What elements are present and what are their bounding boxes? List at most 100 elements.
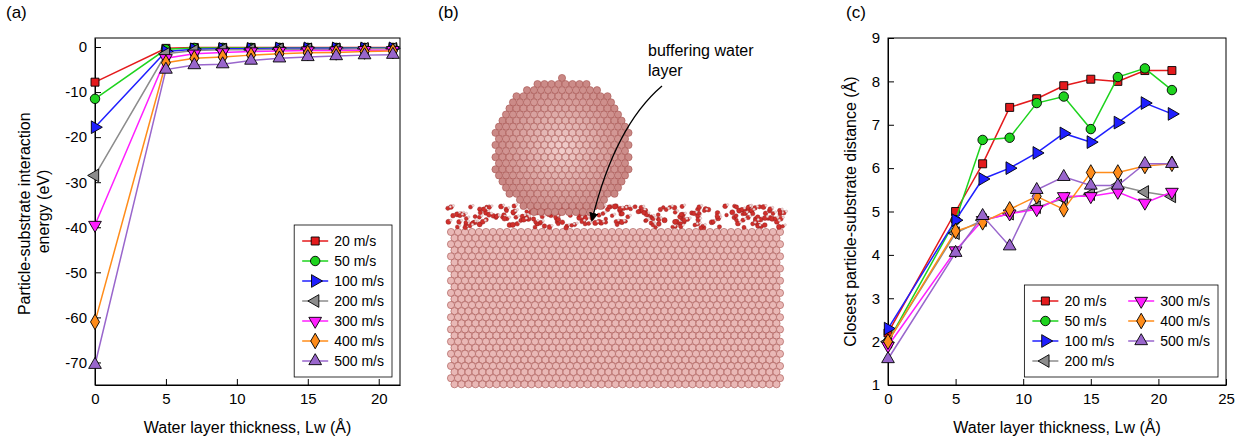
- x-axis-title: Water layer thickness, Lw (Å): [144, 418, 351, 436]
- water-molecule: [491, 205, 493, 207]
- water-molecule: [542, 224, 547, 229]
- data-point: [952, 214, 963, 227]
- substrate-atom: [689, 381, 696, 388]
- data-point: [301, 50, 314, 61]
- legend-item: 500 m/s: [1128, 333, 1210, 349]
- data-point: [245, 53, 258, 64]
- data-point: [1168, 108, 1179, 121]
- substrate-atom: [612, 381, 619, 388]
- series-line: [95, 51, 393, 322]
- water-molecule: [717, 225, 721, 229]
- tick-label: -30: [65, 174, 87, 191]
- y-axis-title: Particle-substrate interaction energy (e…: [16, 108, 52, 315]
- substrate-atom: [465, 381, 472, 388]
- legend-item: 100 m/s: [1032, 333, 1114, 349]
- tick-label: 0: [91, 390, 99, 407]
- data-point: [1084, 178, 1097, 189]
- substrate-atom: [724, 381, 731, 388]
- x-axis: 05101520: [91, 379, 400, 407]
- data-point: [976, 208, 989, 219]
- tick-mark: [1023, 379, 1024, 385]
- data-point: [1111, 178, 1124, 189]
- tick-mark: [379, 379, 380, 385]
- water-molecule: [615, 223, 619, 227]
- substrate-atom: [521, 381, 528, 388]
- substrate-atom: [584, 381, 591, 388]
- substrate-atom: [605, 381, 612, 388]
- x-axis-title: Water layer thickness, Lw (Å): [953, 418, 1160, 436]
- tick: 7: [872, 116, 894, 133]
- legend-marker: [308, 295, 319, 308]
- water-molecule: [757, 218, 759, 220]
- data-point: [1087, 75, 1095, 83]
- water-molecule: [699, 226, 703, 230]
- data-point: [91, 78, 99, 86]
- water-molecule: [498, 214, 500, 216]
- axis-line: [95, 39, 96, 386]
- water-molecule: [642, 211, 646, 215]
- legend-label: 50 m/s: [334, 253, 376, 269]
- data-point: [1005, 133, 1014, 142]
- substrate-atom: [598, 381, 605, 388]
- plot-frame: [888, 38, 1226, 385]
- data-point: [1060, 82, 1068, 90]
- tick: 4: [872, 246, 894, 263]
- substrate-atom: [633, 381, 640, 388]
- x-axis: 0510152025: [884, 379, 1235, 407]
- data-point: [1113, 72, 1122, 81]
- legend-item: 300 m/s: [302, 313, 384, 329]
- legend-label: 20 m/s: [334, 233, 376, 249]
- data-point: [978, 135, 987, 144]
- data-point: [1139, 156, 1152, 167]
- tick-label: 4: [872, 246, 880, 263]
- substrate-atom: [661, 381, 668, 388]
- substrate-atom: [500, 381, 507, 388]
- data-point: [1167, 85, 1176, 94]
- tick-mark: [1226, 379, 1227, 385]
- tick: 20: [371, 379, 388, 407]
- water-molecule: [537, 219, 539, 221]
- legend-marker: [1038, 355, 1049, 368]
- legend-label: 200 m/s: [1064, 353, 1114, 369]
- tick-label: 0: [884, 390, 892, 407]
- legend-marker: [311, 237, 319, 245]
- substrate-atom: [514, 381, 521, 388]
- substrate-atom: [759, 381, 766, 388]
- tick: 20: [1151, 379, 1168, 407]
- water-molecule: [781, 208, 783, 210]
- data-point: [88, 169, 99, 182]
- tick-mark: [888, 298, 894, 299]
- data-point: [89, 357, 102, 368]
- water-molecule: [597, 220, 599, 222]
- tick-mark: [95, 272, 101, 273]
- water-molecule: [604, 211, 606, 213]
- water-molecule: [472, 204, 474, 206]
- data-point: [951, 223, 960, 239]
- legend-marker: [1137, 313, 1146, 329]
- figure: 05101520-70-60-50-40-30-20-100Water laye…: [0, 0, 1243, 447]
- water-molecule: [667, 207, 669, 209]
- tick-mark: [1158, 379, 1159, 385]
- water-molecule: [573, 223, 575, 225]
- tick-mark: [888, 385, 894, 386]
- water-molecule: [744, 211, 748, 215]
- data-point: [91, 314, 100, 330]
- water-molecule: [671, 205, 673, 207]
- data-point: [1003, 239, 1016, 250]
- water-molecule: [514, 209, 516, 211]
- water-molecule: [778, 219, 780, 221]
- plot-frame: [95, 38, 400, 385]
- water-molecule: [706, 207, 711, 212]
- water-molecule: [481, 214, 483, 216]
- data-point: [216, 57, 229, 68]
- data-point: [1059, 92, 1068, 101]
- water-molecule: [654, 222, 656, 224]
- tick: 15: [300, 379, 317, 407]
- water-molecule: [648, 218, 650, 220]
- water-molecule: [468, 216, 470, 218]
- tick-label: 10: [229, 390, 246, 407]
- water-molecule: [505, 209, 509, 213]
- data-point: [949, 245, 962, 256]
- water-molecule: [490, 212, 492, 214]
- tick-mark: [956, 379, 957, 385]
